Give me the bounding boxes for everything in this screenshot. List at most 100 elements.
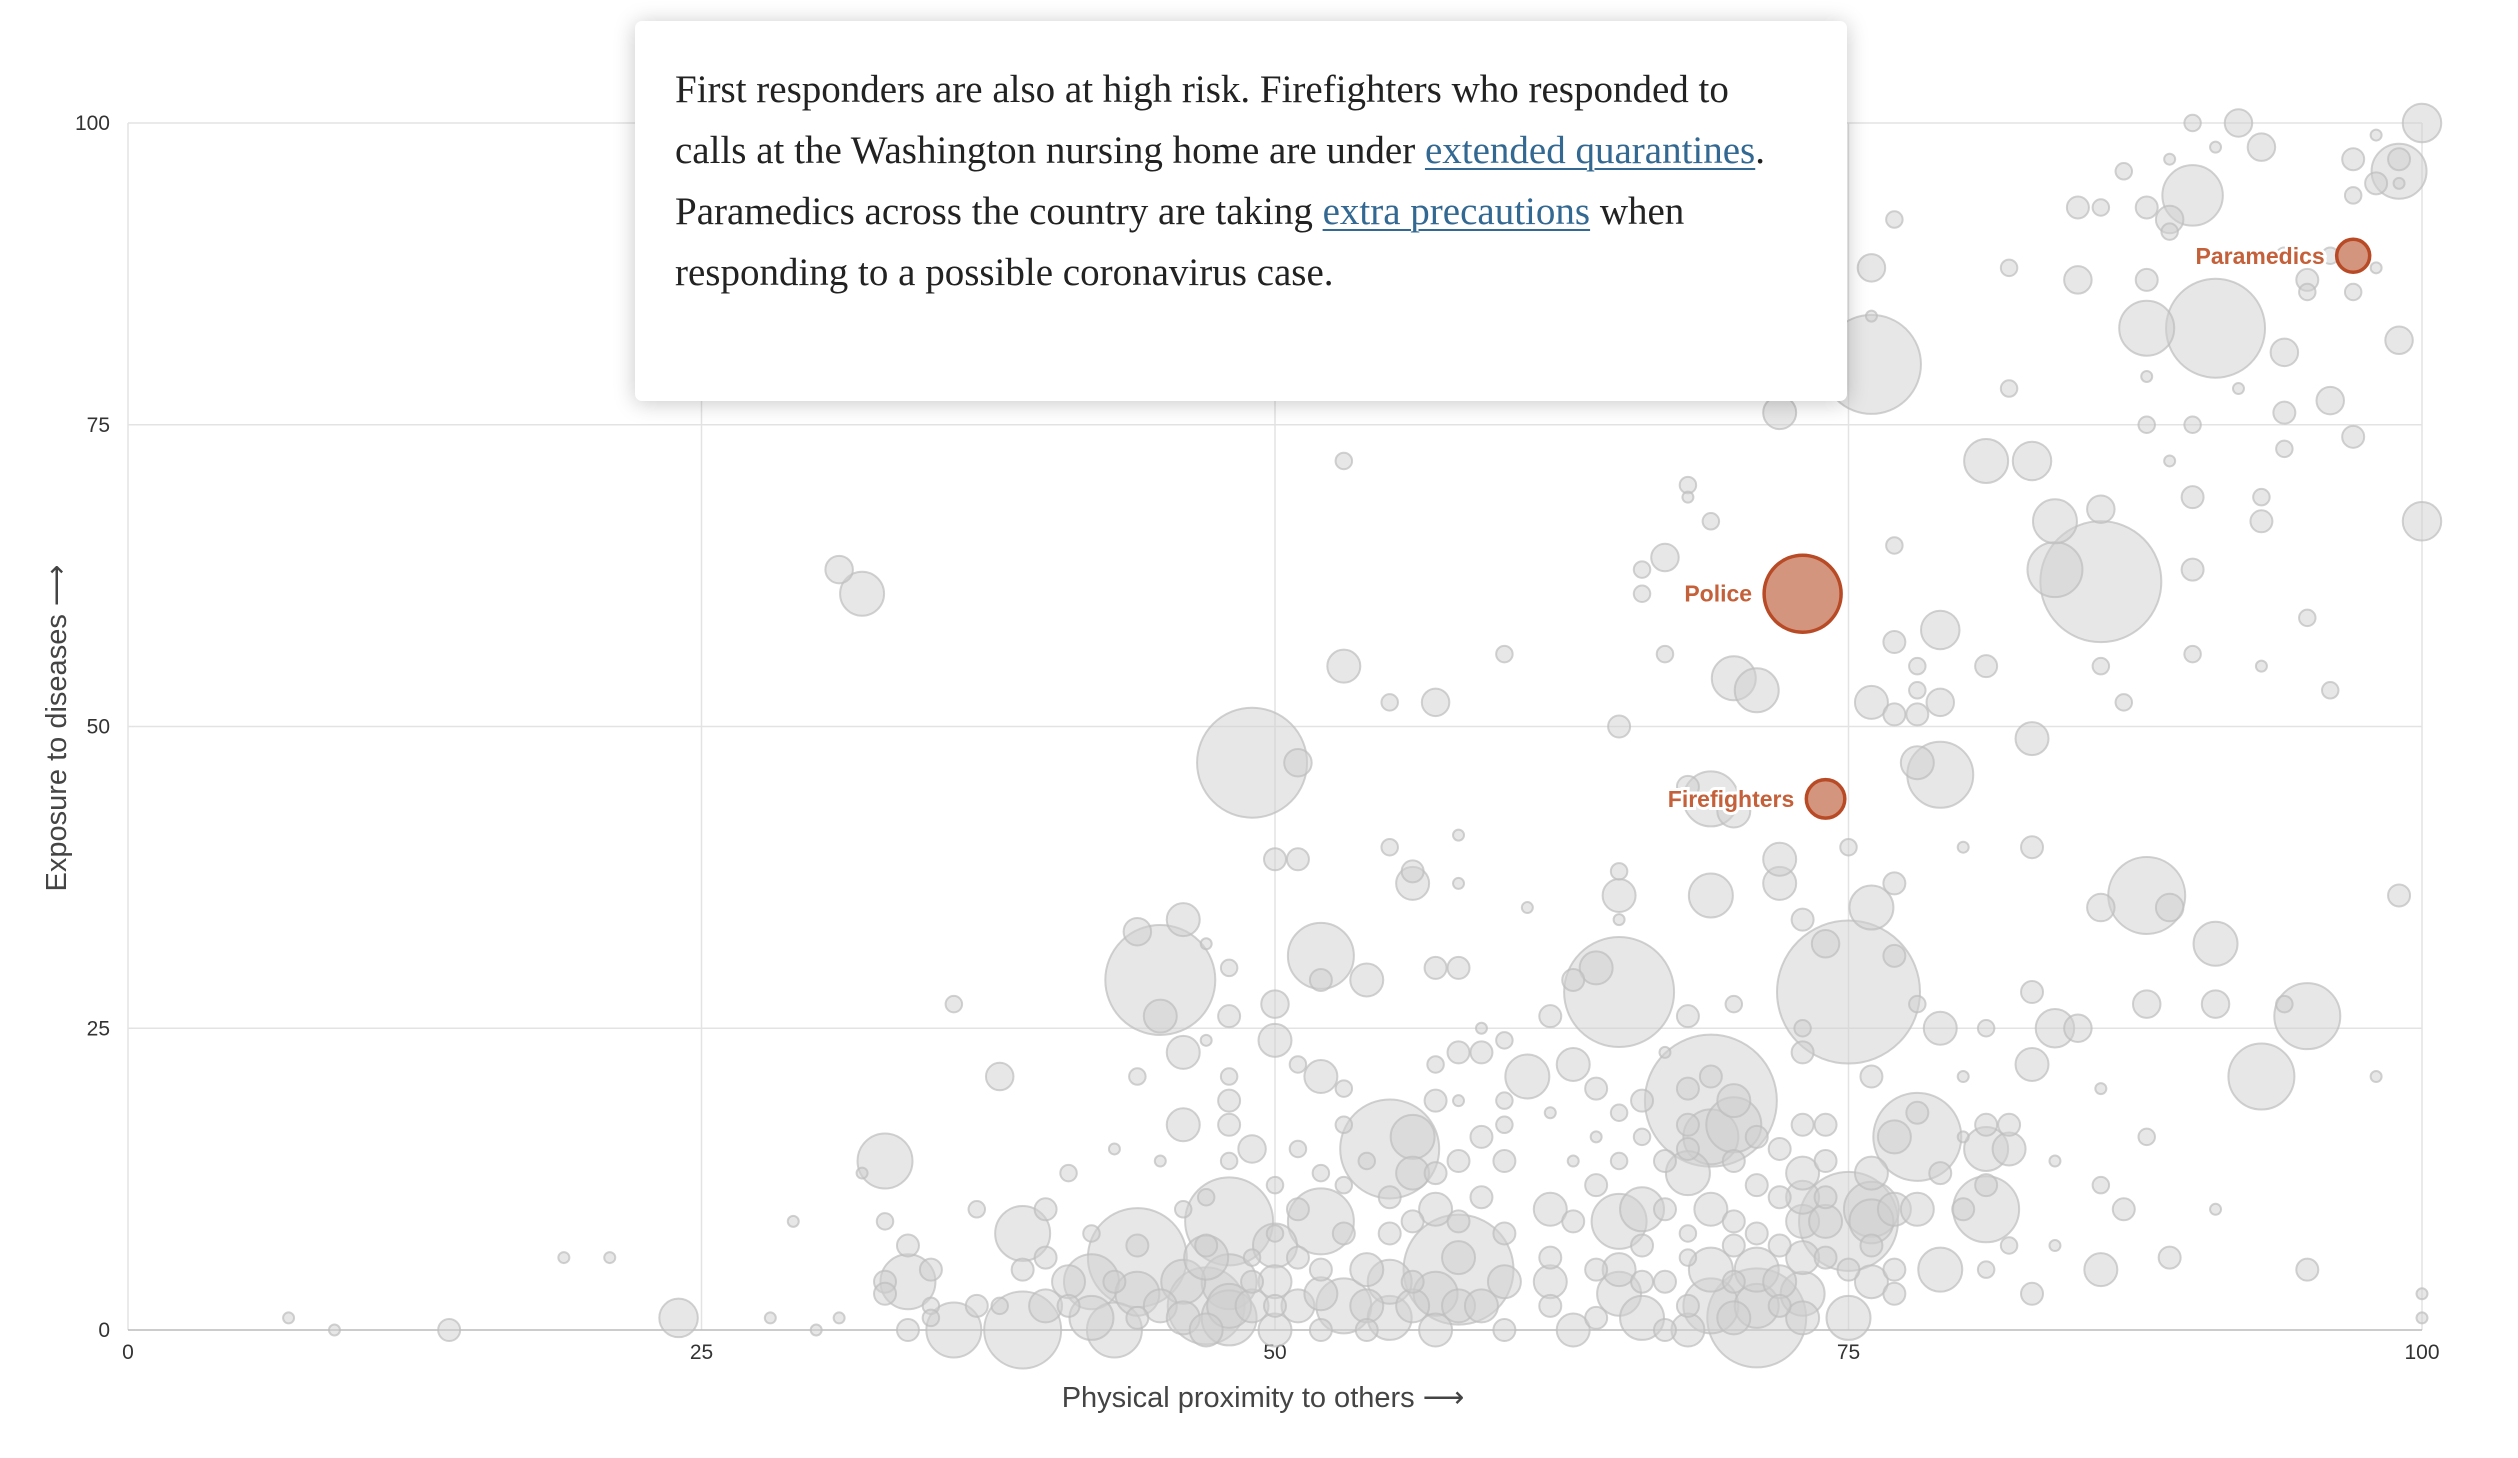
bubble-point: [2275, 994, 2294, 1014]
bubble-point: [1446, 955, 1471, 980]
bubble-point: [1188, 1312, 1224, 1348]
bubble-point: [2341, 424, 2366, 449]
bubble-point: [925, 1301, 983, 1359]
bubble-point: [2183, 113, 2202, 133]
highlight-bubble-paramedics: [2334, 237, 2372, 275]
bubble-point: [1308, 1257, 1333, 1282]
bubble-point: [1899, 1191, 1935, 1227]
bubble-point: [1917, 1246, 1964, 1293]
bubble-point: [1194, 1233, 1219, 1258]
bubble-point: [1122, 916, 1153, 947]
bubble-point: [1853, 1155, 1889, 1191]
bubble-point: [1813, 1149, 1838, 1174]
bubble-point: [1698, 1064, 1723, 1089]
bubble-point: [2231, 382, 2245, 396]
bubble-point: [1303, 1276, 1339, 1312]
bubble-point: [1864, 309, 1878, 323]
bubble-point: [1767, 1185, 1792, 1210]
bubble-point: [1813, 1185, 1838, 1210]
bubble-point: [2065, 195, 2090, 220]
bubble-point: [1675, 1112, 1700, 1137]
bubble-point: [1991, 1131, 2027, 1167]
bubble-point: [1922, 1010, 1958, 1046]
bubble-point: [1882, 1281, 1907, 1306]
bubble-point: [2343, 282, 2363, 302]
bubble-point: [1790, 907, 1815, 932]
bubble-point: [1400, 1209, 1425, 1234]
bubble-point: [1856, 253, 1887, 283]
bubble-point: [1630, 1088, 1655, 1113]
bubble-point: [2387, 883, 2412, 908]
bubble-point: [1538, 1293, 1563, 1318]
bubble-point: [2020, 980, 2045, 1005]
bubble-point: [1474, 1021, 1488, 1035]
extra-precautions-link[interactable]: extra precautions: [1322, 190, 1591, 233]
bubble-point: [1899, 745, 1935, 781]
bubble-point: [2048, 1239, 2062, 1253]
highlight-label-firefighters: Firefighters: [1668, 786, 1795, 812]
bubble-point: [2091, 1175, 2111, 1195]
bubble-point: [1681, 490, 1695, 504]
bubble-point: [1976, 1260, 1996, 1279]
bubble-point: [1538, 1245, 1563, 1270]
bubble-point: [1609, 862, 1629, 881]
bubble-point: [1813, 1112, 1838, 1137]
bubble-point: [1469, 1185, 1494, 1210]
bubble-point: [1655, 644, 1675, 664]
bubble-point: [2083, 1252, 2119, 1288]
bubble-point: [1810, 929, 1841, 959]
bubble-point: [1165, 902, 1201, 938]
bubble-point: [1217, 1004, 1242, 1029]
bubble-point: [2298, 608, 2317, 628]
bubble-point: [1492, 1318, 1517, 1342]
bubble-point: [1693, 1191, 1729, 1227]
bubble-point: [1492, 1221, 1517, 1246]
extended-quarantines-link[interactable]: extended quarantines: [1424, 129, 1756, 172]
bubble-point: [1153, 1154, 1167, 1168]
bubble-point: [1908, 656, 1927, 676]
bubble-point: [2341, 147, 2366, 172]
bubble-point: [1905, 702, 1930, 727]
bubble-point: [1486, 1264, 1522, 1300]
bubble-point: [1495, 1091, 1514, 1110]
bubble-point: [1555, 1312, 1591, 1348]
bubble-point: [2137, 1127, 2156, 1147]
bubble-point: [2252, 487, 2271, 507]
bubble-point: [1808, 1203, 1844, 1239]
bubble-point: [1721, 1269, 1746, 1294]
bubble-point: [1561, 1209, 1586, 1234]
bubble-point: [2249, 509, 2274, 534]
annotation-text-part: First responders are also at high risk. …: [675, 68, 1729, 172]
bubble-point: [1400, 1269, 1425, 1294]
bubble-point: [1104, 923, 1217, 1036]
bubble-point: [1721, 1149, 1746, 1174]
bubble-point: [1263, 847, 1287, 872]
bubble-point: [1377, 1221, 1402, 1246]
bubble-point: [2026, 541, 2084, 599]
bubble-point: [2154, 892, 2185, 923]
bubble-point: [1632, 584, 1652, 603]
bubble-point: [1219, 1151, 1239, 1171]
bubble-point: [1675, 1136, 1700, 1161]
bubble-point: [1951, 1197, 1976, 1222]
bubble-point: [1423, 1088, 1448, 1113]
bubble-point: [2246, 132, 2277, 162]
bubble-point: [1678, 1248, 1698, 1267]
bubble-point: [2209, 1202, 2223, 1216]
bubble-point: [2183, 415, 2202, 434]
bubble-point: [944, 994, 964, 1014]
bubble-point: [1716, 1300, 1752, 1336]
bubble-point: [1033, 1197, 1058, 1222]
bubble-point: [1908, 681, 1927, 700]
bubble-point: [1311, 1163, 1331, 1183]
bubble-point: [1744, 1124, 1769, 1149]
annotation-text-part: . Paramedics across the country are taki…: [675, 129, 1765, 233]
bubble-point: [2048, 1154, 2062, 1168]
bubble-point: [1165, 1107, 1201, 1143]
bubble-point: [1882, 630, 1907, 655]
bubble-point: [1956, 1070, 1970, 1084]
bubble-point: [824, 554, 854, 585]
bubble-point: [1219, 1067, 1239, 1086]
bubble-point: [1354, 1318, 1379, 1342]
bubble-point: [1928, 1161, 1953, 1186]
